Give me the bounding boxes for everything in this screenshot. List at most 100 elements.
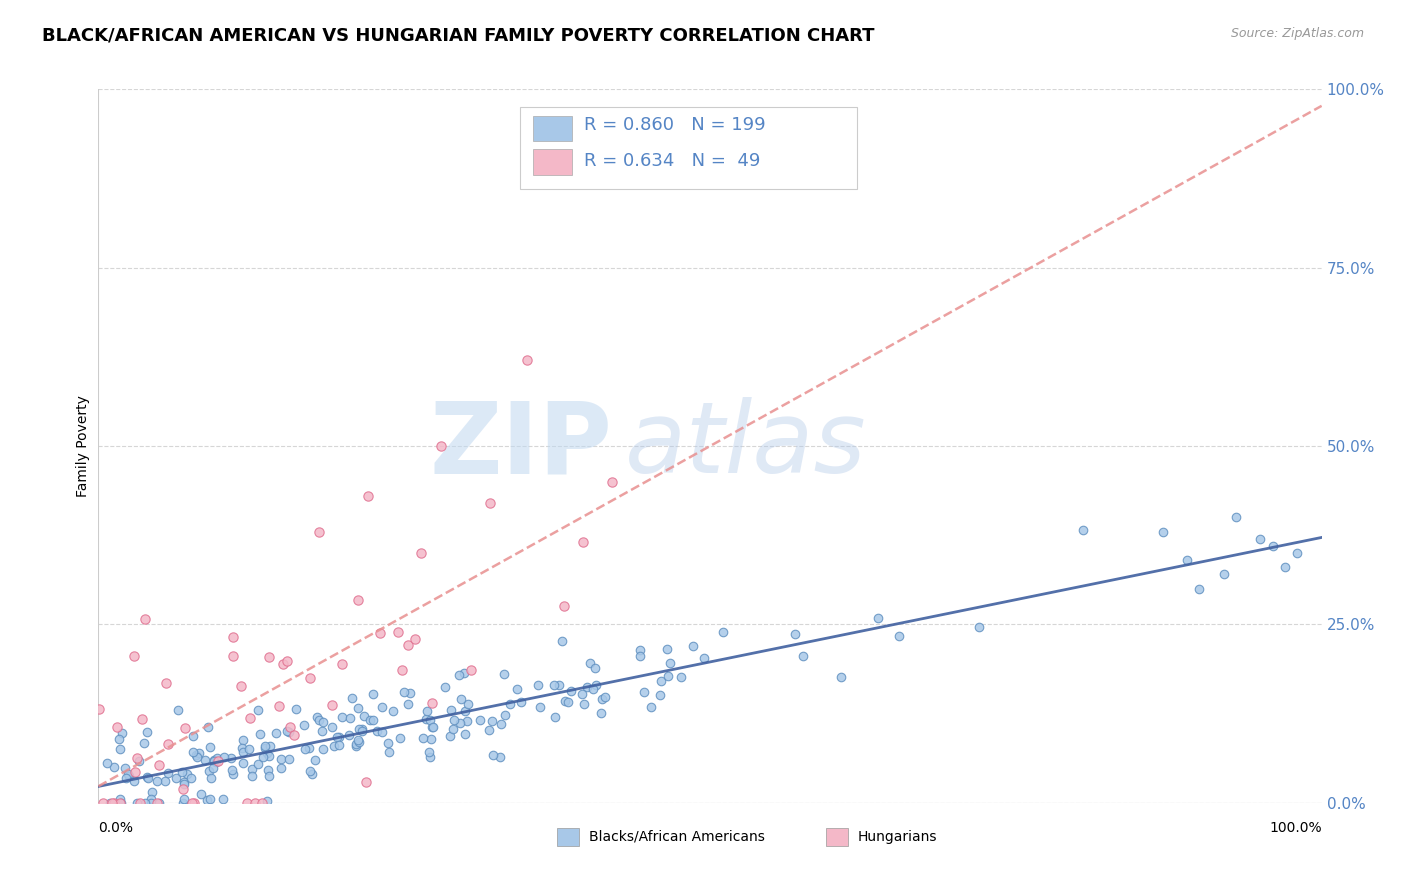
Point: [292, 718, 315, 732]
Point: [311, 741, 333, 756]
Point: [304, 753, 326, 767]
Point: [359, 713, 381, 727]
Point: [576, 681, 599, 695]
Point: [370, 699, 392, 714]
Point: [238, 711, 260, 725]
Point: [157, 766, 180, 780]
Point: [628, 648, 651, 663]
Point: [240, 769, 263, 783]
Point: [967, 619, 990, 633]
Point: [347, 733, 370, 747]
Point: [583, 660, 606, 674]
Point: [96, 756, 118, 771]
Text: 100.0%: 100.0%: [1270, 821, 1322, 835]
Point: [1152, 524, 1174, 539]
Point: [1274, 560, 1296, 574]
Point: [114, 761, 136, 775]
Point: [344, 737, 367, 751]
Point: [418, 746, 440, 760]
Point: [174, 721, 197, 735]
Point: [103, 760, 125, 774]
Point: [299, 764, 322, 779]
Point: [377, 736, 399, 750]
Point: [443, 713, 465, 727]
Point: [205, 751, 228, 765]
Point: [515, 353, 537, 368]
Point: [308, 713, 330, 727]
Point: [830, 670, 852, 684]
Point: [108, 742, 131, 756]
Point: [456, 714, 478, 728]
Point: [124, 774, 146, 789]
Point: [93, 796, 115, 810]
Point: [1261, 539, 1284, 553]
Point: [125, 796, 148, 810]
Point: [477, 723, 499, 737]
Point: [124, 648, 146, 663]
Point: [572, 535, 595, 549]
Point: [240, 762, 263, 776]
Point: [221, 764, 243, 778]
Point: [311, 714, 333, 729]
Point: [356, 489, 378, 503]
Point: [222, 631, 245, 645]
Point: [441, 722, 464, 736]
Point: [118, 769, 141, 783]
Point: [110, 791, 132, 805]
Point: [173, 777, 195, 791]
Point: [488, 750, 510, 764]
Point: [134, 736, 156, 750]
Point: [328, 730, 350, 744]
Y-axis label: Family Poverty: Family Poverty: [76, 395, 90, 497]
Point: [294, 741, 316, 756]
Point: [257, 650, 280, 665]
Point: [321, 720, 343, 734]
Text: ZIP: ZIP: [429, 398, 612, 494]
Point: [411, 546, 433, 560]
Point: [554, 693, 576, 707]
Point: [301, 767, 323, 781]
Point: [105, 720, 128, 734]
Point: [419, 750, 441, 764]
Point: [368, 625, 391, 640]
Point: [361, 687, 384, 701]
Point: [236, 796, 259, 810]
Point: [222, 649, 245, 664]
Point: [231, 741, 253, 756]
Point: [176, 767, 198, 781]
Point: [247, 703, 270, 717]
Point: [283, 728, 305, 742]
Text: Blacks/African Americans: Blacks/African Americans: [589, 830, 765, 844]
Point: [323, 739, 346, 754]
Point: [557, 695, 579, 709]
Point: [330, 657, 353, 671]
Point: [499, 698, 522, 712]
Point: [308, 524, 330, 539]
Point: [415, 712, 437, 726]
Point: [391, 663, 413, 677]
Point: [278, 725, 301, 739]
Point: [353, 709, 375, 723]
Point: [478, 496, 501, 510]
Point: [256, 746, 278, 760]
Point: [591, 692, 613, 706]
Point: [87, 702, 110, 716]
Point: [139, 792, 162, 806]
Point: [186, 750, 208, 764]
Point: [232, 756, 254, 770]
Point: [124, 764, 146, 779]
Point: [271, 657, 294, 671]
Point: [321, 698, 343, 712]
Point: [399, 686, 422, 700]
Point: [148, 796, 170, 810]
Point: [591, 706, 613, 721]
Point: [250, 796, 273, 810]
Point: [548, 678, 571, 692]
Point: [449, 716, 471, 731]
Point: [633, 685, 655, 699]
Point: [165, 772, 187, 786]
Point: [115, 772, 138, 786]
Point: [430, 439, 453, 453]
Point: [526, 678, 548, 692]
Point: [585, 678, 607, 692]
